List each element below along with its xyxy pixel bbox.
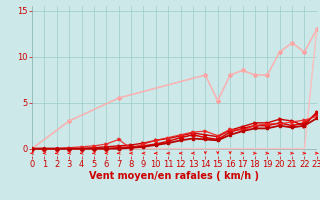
- X-axis label: Vent moyen/en rafales ( km/h ): Vent moyen/en rafales ( km/h ): [89, 171, 260, 181]
